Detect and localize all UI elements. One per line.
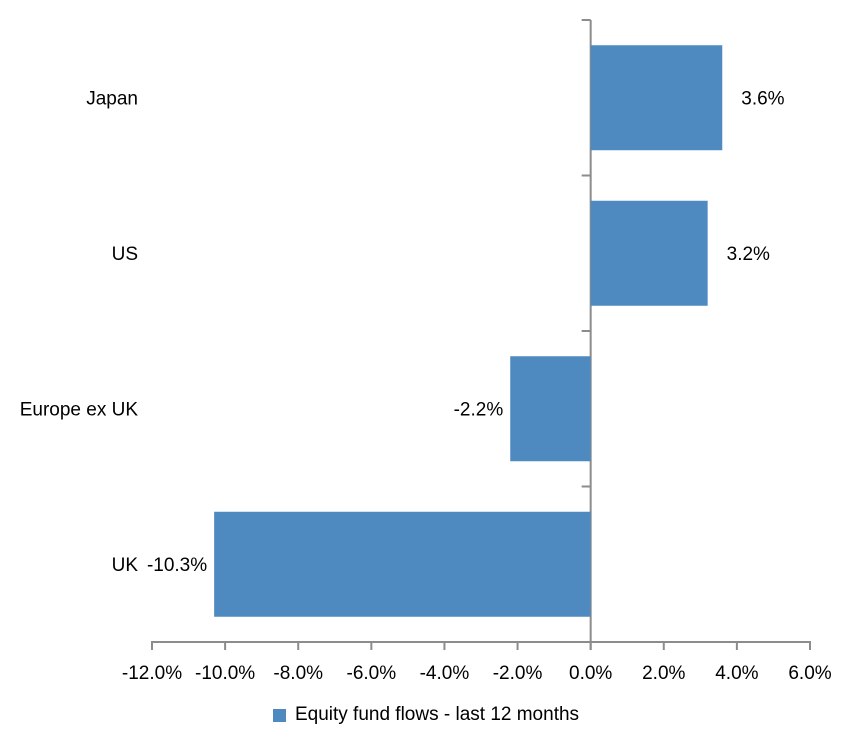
x-tick-label-7: 2.0% (642, 663, 685, 684)
legend-label: Equity fund flows - last 12 months (294, 704, 580, 725)
x-tick-label-8: 4.0% (715, 663, 758, 684)
value-label-europe-ex-uk: -2.2% (454, 399, 504, 420)
bar-us (590, 200, 708, 306)
category-label-europe-ex-uk: Europe ex UK (20, 399, 139, 420)
bar-europe-ex-uk (510, 356, 591, 462)
value-label-japan: 3.6% (741, 88, 784, 109)
x-tick-label-4: -4.0% (420, 663, 470, 684)
x-tick-label-6: 0.0% (569, 663, 612, 684)
x-tick-label-5: -2.0% (493, 663, 543, 684)
value-label-us: 3.2% (727, 244, 770, 265)
x-tick-label-0: -12.0% (122, 663, 182, 684)
x-tick-label-9: 6.0% (788, 663, 831, 684)
legend: Equity fund flows - last 12 months (0, 704, 852, 726)
category-label-us: US (112, 244, 138, 265)
x-tick-label-1: -10.0% (195, 663, 255, 684)
bar-japan (590, 45, 723, 151)
bar-uk (214, 511, 591, 617)
x-tick-label-3: -6.0% (347, 663, 397, 684)
legend-swatch-icon (272, 708, 286, 722)
category-label-uk: UK (112, 555, 139, 576)
category-label-japan: Japan (86, 88, 138, 109)
x-tick-label-2: -8.0% (273, 663, 323, 684)
value-label-uk: -10.3% (147, 555, 207, 576)
